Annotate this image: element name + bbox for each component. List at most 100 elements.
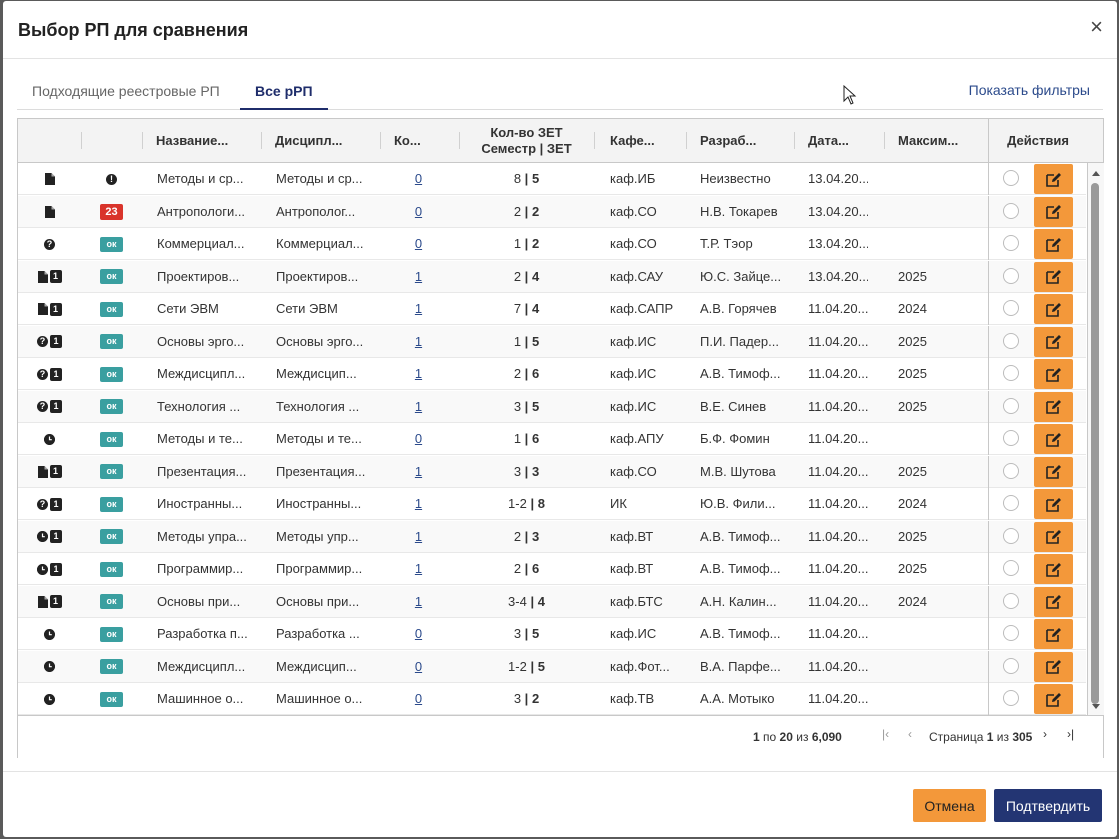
edit-button[interactable] xyxy=(1034,651,1073,682)
table-row[interactable]: ок Машинное о... Машинное о... 0 3 | 2 каф.ТВ… xyxy=(18,683,1086,715)
edit-button[interactable] xyxy=(1034,294,1073,324)
select-radio[interactable] xyxy=(1003,462,1019,479)
edit-button[interactable] xyxy=(1034,554,1073,584)
row-type-icons xyxy=(18,618,81,650)
count-link[interactable]: 1 xyxy=(414,528,423,544)
table-row[interactable]: 1 ок Сети ЭВМ Сети ЭВМ 1 7 | 4 каф.САПР А.В. Го… xyxy=(18,293,1086,325)
cell-developer: А.В. Тимоф... xyxy=(700,626,780,641)
tab-registry-rp[interactable]: Подходящие реестровые РП xyxy=(32,83,220,99)
table-row[interactable]: 1 ок Презентация... Презентация... 1 3 | 3 каф… xyxy=(18,455,1086,488)
edit-button[interactable] xyxy=(1034,619,1073,649)
scroll-up-icon[interactable] xyxy=(1092,171,1100,176)
cell-dept: каф.Фот... xyxy=(610,658,670,674)
table-row[interactable]: ок Междисципл... Междисцип... 0 1-2 | 5 каф.Ф… xyxy=(18,650,1086,683)
select-radio[interactable] xyxy=(1003,657,1019,674)
count-link[interactable]: 1 xyxy=(414,593,423,609)
close-icon[interactable]: × xyxy=(1090,14,1103,39)
count-link[interactable]: 1 xyxy=(414,496,423,511)
table-row[interactable]: ок Разработка п... Разработка ... 0 3 | 5 каф… xyxy=(18,618,1086,650)
col-zet[interactable]: Кол-во ЗЕТ Семестр | ЗЕТ xyxy=(459,119,594,162)
confirm-button[interactable]: Подтвердить xyxy=(994,789,1102,822)
cancel-button[interactable]: Отмена xyxy=(913,789,986,822)
count-link[interactable]: 1 xyxy=(414,366,423,381)
edit-button[interactable] xyxy=(1034,196,1073,227)
table-row[interactable]: ? 1 ок Междисципл... Междисцип... 1 2 | 6 каф.И… xyxy=(18,358,1086,390)
count-link[interactable]: 1 xyxy=(414,463,423,479)
select-radio[interactable] xyxy=(1003,267,1019,284)
count-link[interactable]: 0 xyxy=(414,626,423,641)
select-radio[interactable] xyxy=(1003,397,1019,414)
vertical-scrollbar[interactable] xyxy=(1087,163,1104,715)
edit-button[interactable] xyxy=(1034,229,1073,259)
row-type-icons xyxy=(18,651,81,683)
scroll-thumb[interactable] xyxy=(1091,183,1099,704)
select-radio[interactable] xyxy=(1003,495,1019,511)
scroll-down-icon[interactable] xyxy=(1092,704,1100,709)
table-row[interactable]: 1 ок Методы упра... Методы упр... 1 2 | 3 каф.… xyxy=(18,520,1086,553)
col-discipline[interactable]: Дисципл... xyxy=(275,133,343,148)
count-link[interactable]: 1 xyxy=(414,398,423,414)
cell-zet: 8 | 5 xyxy=(513,171,540,186)
select-radio[interactable] xyxy=(1003,560,1019,576)
edit-button[interactable] xyxy=(1034,391,1073,422)
table-row[interactable]: ? 1 ок Иностранны... Иностранны... 1 1-2 | 8 ИК… xyxy=(18,488,1086,520)
table-row[interactable]: ! Методы и ср... Методы и ср... 0 8 | 5 каф.И… xyxy=(18,163,1086,195)
select-radio[interactable] xyxy=(1003,625,1019,641)
col-developer[interactable]: Разраб... xyxy=(700,133,757,148)
table-row[interactable]: 1 ок Программир... Программир... 1 2 | 6 каф.В… xyxy=(18,553,1086,585)
table-row[interactable]: 1 ок Основы при... Основы при... 1 3-4 | 4 каф… xyxy=(18,585,1086,618)
count-link[interactable]: 0 xyxy=(414,691,423,706)
select-radio[interactable] xyxy=(1003,592,1019,609)
select-radio[interactable] xyxy=(1003,235,1019,251)
count-link[interactable]: 0 xyxy=(414,171,423,186)
edit-icon xyxy=(1045,432,1061,447)
edit-button[interactable] xyxy=(1034,359,1073,389)
prev-page-icon[interactable]: ‹ xyxy=(908,727,912,741)
edit-button[interactable] xyxy=(1034,521,1073,552)
count-link[interactable]: 1 xyxy=(414,301,423,316)
edit-button[interactable] xyxy=(1034,684,1073,714)
edit-button[interactable] xyxy=(1034,489,1073,519)
select-radio[interactable] xyxy=(1003,300,1019,316)
edit-button[interactable] xyxy=(1034,261,1073,292)
table-row[interactable]: 23 Антропологи... Антрополог... 0 2 | 2 каф.С… xyxy=(18,195,1086,228)
next-page-icon[interactable]: › xyxy=(1043,727,1047,741)
count-link[interactable]: 1 xyxy=(414,268,423,284)
edit-button[interactable] xyxy=(1034,326,1073,357)
edit-button[interactable] xyxy=(1034,586,1073,617)
col-dept[interactable]: Кафе... xyxy=(610,133,655,148)
count-link[interactable]: 0 xyxy=(414,236,423,251)
select-radio[interactable] xyxy=(1003,690,1019,706)
select-radio[interactable] xyxy=(1003,527,1019,544)
count-link[interactable]: 0 xyxy=(414,658,423,674)
col-name[interactable]: Название... xyxy=(156,133,229,148)
count-link[interactable]: 1 xyxy=(414,561,423,576)
table-row[interactable]: ? ок Коммерциал... Коммерциал... 0 1 | 2 каф.С… xyxy=(18,228,1086,260)
table-row[interactable]: ? 1 ок Основы эрго... Основы эрго... 1 1 | 5 ка… xyxy=(18,325,1086,358)
count-link[interactable]: 0 xyxy=(414,431,423,446)
first-page-icon[interactable]: |‹ xyxy=(882,727,890,741)
cell-name: Презентация... xyxy=(157,463,247,479)
edit-button[interactable] xyxy=(1034,164,1073,194)
select-radio[interactable] xyxy=(1003,332,1019,349)
select-radio[interactable] xyxy=(1003,170,1019,186)
count-link[interactable]: 0 xyxy=(414,203,423,219)
edit-button[interactable] xyxy=(1034,456,1073,487)
select-radio[interactable] xyxy=(1003,365,1019,381)
show-filters-link[interactable]: Показать фильтры xyxy=(968,82,1090,98)
select-radio[interactable] xyxy=(1003,430,1019,446)
tab-all-rrp[interactable]: Все рРП xyxy=(240,77,328,110)
cell-count: 1 xyxy=(396,521,441,553)
col-date[interactable]: Дата... xyxy=(808,133,849,148)
count-link[interactable]: 1 xyxy=(414,333,423,349)
table-row[interactable]: 1 ок Проектиров... Проектиров... 1 2 | 4 каф.С… xyxy=(18,260,1086,293)
table-row[interactable]: ок Методы и те... Методы и те... 0 1 | 6 каф.… xyxy=(18,423,1086,455)
col-count[interactable]: Ко... xyxy=(394,133,421,148)
last-page-icon[interactable]: ›| xyxy=(1067,727,1075,741)
table-row[interactable]: ? 1 ок Технология ... Технология ... 1 3 | 5 ка… xyxy=(18,390,1086,423)
cell-developer: А.А. Мотыко xyxy=(700,691,775,706)
version-count-badge: 1 xyxy=(50,367,62,381)
edit-button[interactable] xyxy=(1034,424,1073,454)
col-max[interactable]: Максим... xyxy=(898,133,959,148)
select-radio[interactable] xyxy=(1003,202,1019,219)
